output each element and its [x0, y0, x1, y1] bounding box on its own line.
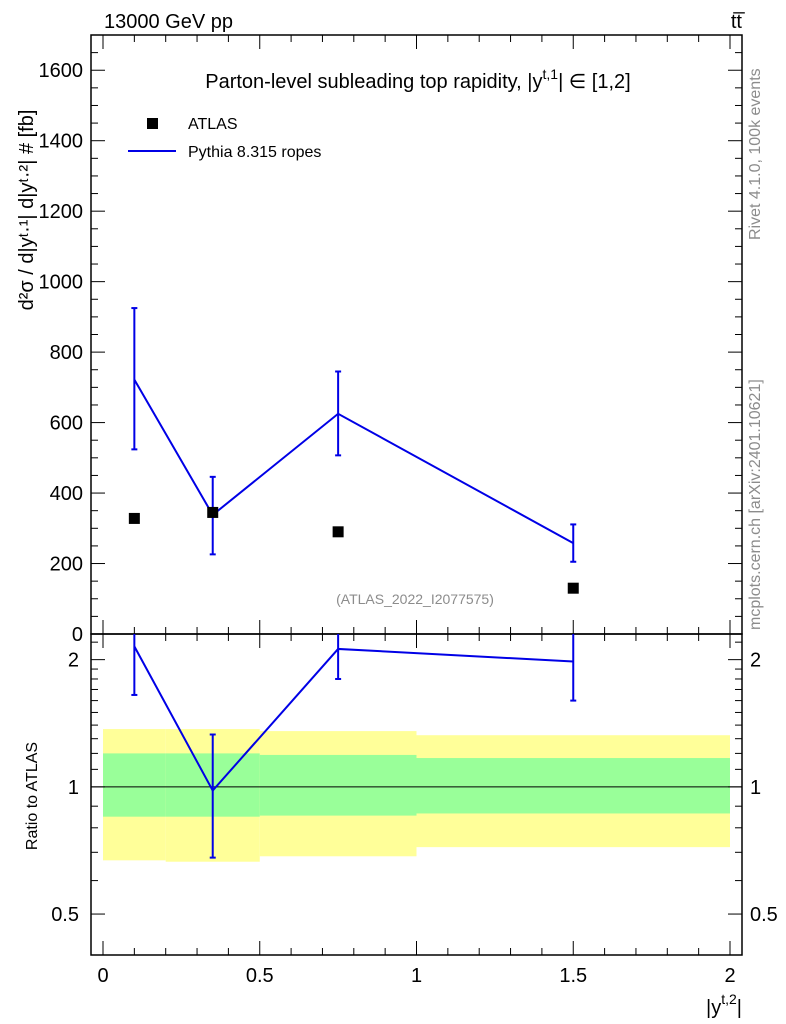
chart-title-main: Parton-level subleading top rapidity, |y: [205, 71, 542, 93]
analysis-watermark: (ATLAS_2022_I2077575): [336, 591, 494, 607]
x-tick-label: 1.5: [559, 965, 587, 987]
atlas-marker: [332, 526, 344, 538]
chart-title-tail: | ∈ [1,2]: [558, 71, 631, 93]
atlas-marker: [128, 512, 140, 524]
x-tick-label: 2: [724, 965, 735, 987]
main-ytick-label: 1000: [39, 272, 84, 294]
main-ytick-label: 600: [50, 413, 83, 435]
x-axis-label-tail: |: [737, 997, 742, 1019]
main-ytick-label: 1600: [39, 60, 84, 82]
legend-label-mc: Pythia 8.315 ropes: [188, 144, 321, 161]
x-tick-label: 1: [411, 965, 422, 987]
x-tick-label: 0.5: [246, 965, 274, 987]
ratio-ytick-label-right: 1: [750, 777, 761, 799]
energy-label: 13000 GeV pp: [104, 11, 233, 33]
main-panel: 0 200 400 600 800 1000 1200 1400 1600: [39, 34, 743, 646]
chart-title-sup: t,1: [543, 66, 559, 82]
x-axis-label: |yt,2|: [706, 991, 742, 1019]
main-ylabel: d²σ / d|yᵗ·¹| d|yᵗ·²| # [fb]: [16, 110, 38, 311]
ratio-band-inner-3: [416, 758, 730, 814]
ratio-band-inner-0: [103, 753, 166, 817]
ratio-panel: 0 0.5 1 1.5 2 0.5 0.5 1 1 2 2: [51, 633, 778, 987]
main-ytick-label: 200: [50, 554, 83, 576]
atlas-marker: [567, 582, 579, 594]
main-ytick-label: 0: [72, 624, 83, 646]
main-ytick-label: 400: [50, 483, 83, 505]
ratio-ytick-label-right: 0.5: [750, 904, 778, 926]
legend-marker-atlas: [147, 118, 158, 129]
x-axis-label-sup: t,2: [721, 991, 737, 1007]
atlas-marker: [207, 506, 219, 518]
ratio-mc-line: [133, 645, 574, 793]
main-ytick-label: 800: [50, 342, 83, 364]
mcplots-label: mcplots.cern.ch [arXiv:2401.10621]: [747, 379, 764, 630]
main-ytick-label: 1400: [39, 131, 84, 153]
ratio-ytick-label: 1: [68, 777, 79, 799]
ratio-ylabel: Ratio to ATLAS: [24, 742, 41, 850]
main-ytick-label: 1200: [39, 201, 84, 223]
legend: ATLAS Pythia 8.315 ropes: [128, 116, 321, 161]
ratio-ytick-label: 0.5: [51, 904, 79, 926]
x-axis-label-main: |y: [706, 997, 721, 1019]
ratio-ytick-label: 2: [68, 650, 79, 672]
ratio-ytick-label-right: 2: [750, 650, 761, 672]
x-tick-label: 0: [97, 965, 108, 987]
ratio-band-inner-2: [259, 754, 417, 816]
legend-label-atlas: ATLAS: [188, 116, 238, 133]
process-label: tt̅: [731, 11, 745, 33]
mc-line: [133, 379, 574, 544]
rivet-label: Rivet 4.1.0, 100k events: [747, 68, 764, 240]
chart-title: Parton-level subleading top rapidity, |y…: [205, 66, 630, 93]
